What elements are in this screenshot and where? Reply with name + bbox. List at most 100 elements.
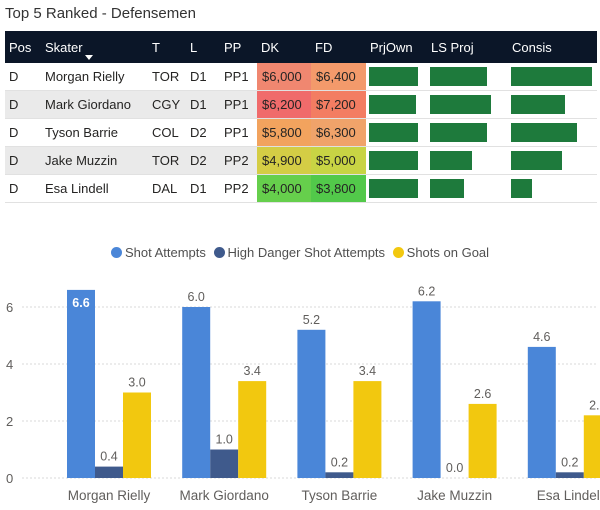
cell-pp: PP1 (220, 118, 257, 147)
cell-dk-salary: $4,900 (257, 146, 311, 175)
bar-shot-attempts (527, 346, 556, 478)
bar-shot-attempts (182, 307, 211, 478)
data-bar (511, 95, 565, 114)
bar-high-danger-shot-attempts (210, 449, 239, 478)
legend-item-shots-on-goal[interactable]: Shots on Goal (392, 245, 489, 260)
x-tick-label: Tyson Barrie (302, 488, 378, 503)
cell-line: D1 (186, 90, 220, 119)
cell-prjown-bar (366, 63, 427, 91)
bar-shots-on-goal (238, 381, 267, 478)
bar-shot-attempts (412, 301, 441, 478)
data-label: 6.2 (418, 284, 435, 298)
sort-descending-icon (85, 55, 93, 60)
cell-fd-salary: $5,000 (311, 146, 366, 175)
cell-line: D1 (186, 63, 220, 91)
table-row[interactable]: D Esa Lindell DAL D1 PP2 $4,000 $3,800 (5, 174, 597, 203)
cell-pp: PP1 (220, 90, 257, 119)
data-label: 0.2 (331, 455, 348, 469)
cell-dk-salary: $5,800 (257, 118, 311, 147)
cell-pos: D (5, 90, 41, 119)
bar-shots-on-goal (583, 415, 600, 478)
data-bar (430, 67, 487, 86)
cell-lsproj-bar (427, 118, 508, 147)
data-bar (430, 123, 487, 142)
cell-prjown-bar (366, 174, 427, 203)
cell-skater: Jake Muzzin (41, 146, 148, 175)
column-header-fd[interactable]: FD (311, 31, 366, 63)
cell-skater: Tyson Barrie (41, 118, 148, 147)
column-header-consis[interactable]: Consis (508, 31, 597, 63)
chart-legend: Shot Attempts High Danger Shot Attempts … (0, 245, 600, 260)
table-header-row: Pos Skater T L PP DK FD PrjOwn LS Proj C… (5, 31, 597, 63)
cell-prjown-bar (366, 90, 427, 119)
legend-dot-icon (213, 247, 225, 258)
cell-team: TOR (148, 146, 186, 175)
cell-team: COL (148, 118, 186, 147)
bar-high-danger-shot-attempts (325, 472, 354, 478)
column-header-team[interactable]: T (148, 31, 186, 63)
y-tick-label: 0 (6, 471, 13, 486)
column-header-dk[interactable]: DK (257, 31, 311, 63)
bar-high-danger-shot-attempts (555, 472, 584, 478)
cell-lsproj-bar (427, 174, 508, 203)
bar-shot-attempts (67, 289, 95, 478)
data-label: 6.0 (188, 290, 205, 304)
column-header-ls-proj[interactable]: LS Proj (427, 31, 508, 63)
cell-skater: Morgan Rielly (41, 63, 148, 91)
legend-item-high-danger[interactable]: High Danger Shot Attempts (213, 245, 386, 260)
data-label: 3.4 (244, 364, 261, 378)
cell-pos: D (5, 174, 41, 203)
cell-consis-bar (508, 118, 597, 147)
legend-item-shot-attempts[interactable]: Shot Attempts (110, 245, 206, 260)
column-header-line[interactable]: L (186, 31, 220, 63)
bar-shots-on-goal (468, 403, 497, 478)
data-label: 1.0 (216, 433, 233, 447)
table-row[interactable]: D Morgan Rielly TOR D1 PP1 $6,000 $6,400 (5, 63, 597, 91)
data-bar (511, 67, 592, 86)
cell-dk-salary: $6,200 (257, 90, 311, 119)
cell-pp: PP1 (220, 63, 257, 91)
legend-label: Shot Attempts (124, 245, 206, 260)
column-header-skater-label: Skater (45, 39, 83, 55)
cell-fd-salary: $3,800 (311, 174, 366, 203)
shots-bar-chart: 0 2 4 6 6.6 0.4 3.0 Morgan Rielly 6.0 1.0 3.4 Mark … (6, 284, 600, 503)
cell-fd-salary: $6,300 (311, 118, 366, 147)
cell-fd-salary: $6,400 (311, 63, 366, 91)
data-bar (511, 151, 562, 170)
rankings-table: Pos Skater T L PP DK FD PrjOwn LS Proj C… (5, 31, 597, 203)
cell-dk-salary: $6,000 (257, 63, 311, 91)
data-bar (369, 123, 418, 142)
column-header-skater[interactable]: Skater (41, 31, 148, 63)
column-header-pos[interactable]: Pos (5, 31, 41, 63)
cell-line: D1 (186, 174, 220, 203)
bar-shots-on-goal (123, 392, 151, 478)
table-row[interactable]: D Jake Muzzin TOR D2 PP2 $4,900 $5,000 (5, 146, 597, 175)
x-tick-label: Esa Lindell (537, 488, 600, 503)
cell-dk-salary: $4,000 (257, 174, 311, 203)
data-bar (369, 151, 418, 170)
table-row[interactable]: D Tyson Barrie COL D2 PP1 $5,800 $6,300 (5, 118, 597, 147)
column-header-prjown[interactable]: PrjOwn (366, 31, 427, 63)
cell-fd-salary: $7,200 (311, 90, 366, 119)
y-tick-label: 6 (6, 300, 13, 315)
legend-dot-icon (392, 247, 404, 258)
x-tick-label: Mark Giordano (180, 488, 269, 503)
bar-shot-attempts (297, 329, 326, 478)
cell-consis-bar (508, 146, 597, 175)
cell-pos: D (5, 118, 41, 147)
cell-prjown-bar (366, 118, 427, 147)
column-header-pp[interactable]: PP (220, 31, 257, 63)
data-bar (369, 67, 418, 86)
table-row[interactable]: D Mark Giordano CGY D1 PP1 $6,200 $7,200 (5, 90, 597, 119)
cell-team: DAL (148, 174, 186, 203)
data-label: 0.0 (446, 461, 463, 475)
cell-prjown-bar (366, 146, 427, 175)
data-label: 2.6 (474, 387, 491, 401)
legend-label: High Danger Shot Attempts (227, 245, 386, 260)
cell-skater: Esa Lindell (41, 174, 148, 203)
cell-pp: PP2 (220, 146, 257, 175)
cell-pos: D (5, 63, 41, 91)
data-bar (369, 179, 418, 198)
data-bar (369, 95, 416, 114)
x-tick-label: Jake Muzzin (417, 488, 492, 503)
